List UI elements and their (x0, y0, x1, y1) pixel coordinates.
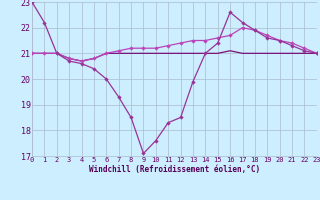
X-axis label: Windchill (Refroidissement éolien,°C): Windchill (Refroidissement éolien,°C) (89, 165, 260, 174)
